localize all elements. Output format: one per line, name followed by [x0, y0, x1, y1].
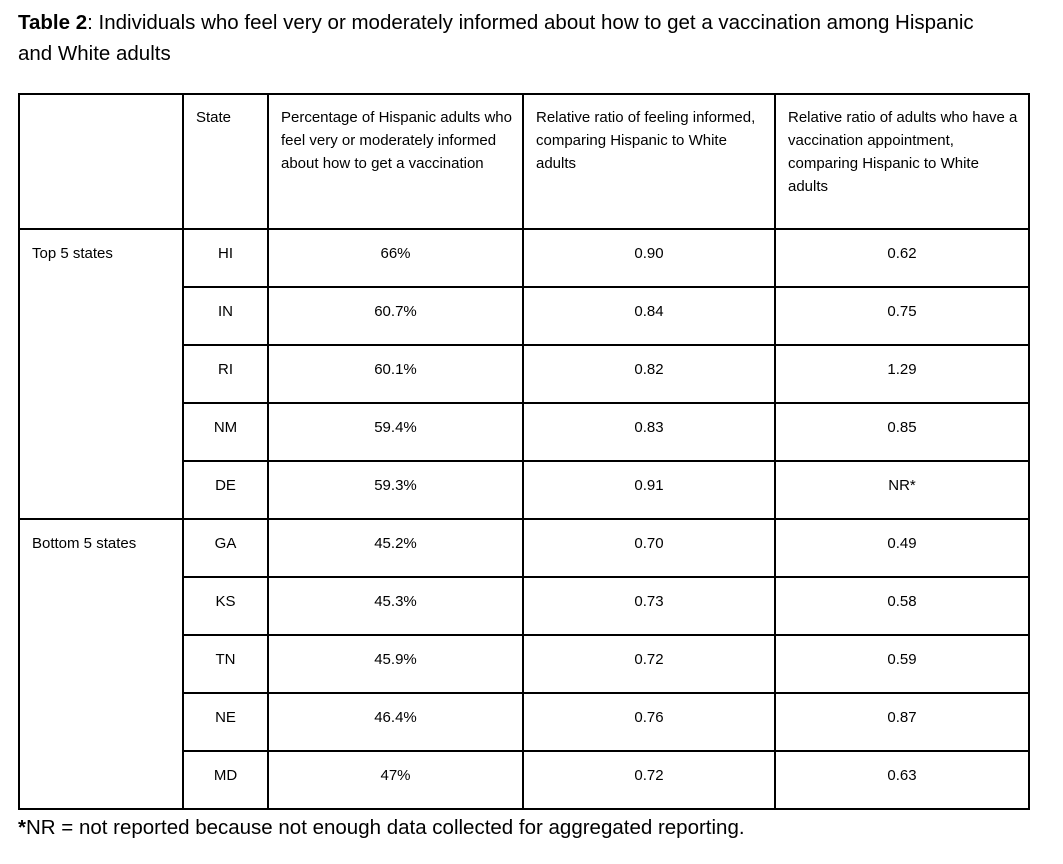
- cell-ratio-appointment: 1.29: [774, 344, 1030, 404]
- cell-percentage: 45.3%: [267, 576, 524, 636]
- group-label-top5: Top 5 states: [18, 228, 184, 520]
- cell-state: GA: [182, 518, 269, 578]
- table-row: NE 46.4% 0.76 0.87: [19, 692, 1030, 752]
- cell-percentage: 47%: [267, 750, 524, 810]
- data-table: State Percentage of Hispanic adults who …: [18, 93, 1030, 810]
- cell-ratio-informed: 0.90: [522, 228, 776, 288]
- cell-state: HI: [182, 228, 269, 288]
- footnote-text: NR = not reported because not enough dat…: [25, 816, 745, 839]
- cell-percentage: 45.2%: [267, 518, 524, 578]
- cell-ratio-appointment: 0.85: [774, 402, 1030, 462]
- cell-state: NM: [182, 402, 269, 462]
- table-row: TN 45.9% 0.72 0.59: [19, 634, 1030, 694]
- cell-state: NE: [182, 692, 269, 752]
- table-row: Bottom 5 states GA 45.2% 0.70 0.49: [18, 518, 1030, 810]
- table-row: MD 47% 0.72 0.63: [19, 750, 1030, 810]
- table-row: RI 60.1% 0.82 1.29: [19, 344, 1030, 404]
- cell-state: IN: [182, 286, 269, 346]
- cell-ratio-informed: 0.72: [522, 634, 776, 694]
- cell-state: TN: [182, 634, 269, 694]
- table-row: KS 45.3% 0.73 0.58: [19, 576, 1030, 636]
- table-title-text: : Individuals who feel very or moderatel…: [18, 11, 974, 65]
- table-title-label: Table 2: [18, 11, 88, 34]
- cell-ratio-appointment: 0.63: [774, 750, 1030, 810]
- cell-percentage: 46.4%: [267, 692, 524, 752]
- cell-percentage: 60.7%: [267, 286, 524, 346]
- cell-ratio-informed: 0.84: [522, 286, 776, 346]
- cell-state: MD: [182, 750, 269, 810]
- cell-state: DE: [182, 460, 269, 520]
- cell-ratio-informed: 0.76: [522, 692, 776, 752]
- cell-ratio-appointment: 0.59: [774, 634, 1030, 694]
- group-label-bottom5: Bottom 5 states: [18, 518, 184, 810]
- cell-ratio-appointment: 0.58: [774, 576, 1030, 636]
- header-percentage-informed: Percentage of Hispanic adults who feel v…: [267, 93, 524, 230]
- cell-ratio-appointment: 0.87: [774, 692, 1030, 752]
- cell-percentage: 60.1%: [267, 344, 524, 404]
- table-row: IN 60.7% 0.84 0.75: [19, 286, 1030, 346]
- cell-ratio-informed: 0.91: [522, 460, 776, 520]
- cell-ratio-informed: 0.70: [522, 518, 776, 578]
- cell-ratio-informed: 0.73: [522, 576, 776, 636]
- header-state: State: [182, 93, 269, 230]
- cell-ratio-informed: 0.72: [522, 750, 776, 810]
- cell-ratio-informed: 0.83: [522, 402, 776, 462]
- cell-percentage: 66%: [267, 228, 524, 288]
- cell-ratio-informed: 0.82: [522, 344, 776, 404]
- table-footnote: *NR = not reported because not enough da…: [0, 810, 1063, 841]
- table-title: Table 2: Individuals who feel very or mo…: [0, 0, 985, 69]
- cell-percentage: 45.9%: [267, 634, 524, 694]
- header-ratio-informed: Relative ratio of feeling informed, comp…: [522, 93, 776, 230]
- header-empty: [18, 93, 184, 230]
- table-row: Top 5 states HI 66% 0.90 0.62: [18, 228, 1030, 520]
- cell-ratio-appointment: 0.62: [774, 228, 1030, 288]
- header-ratio-appointment: Relative ratio of adults who have a vacc…: [774, 93, 1030, 230]
- cell-percentage: 59.4%: [267, 402, 524, 462]
- cell-ratio-appointment: 0.49: [774, 518, 1030, 578]
- table-header-row: State Percentage of Hispanic adults who …: [18, 93, 1030, 230]
- cell-state: RI: [182, 344, 269, 404]
- footnote-marker: *: [18, 816, 26, 839]
- cell-ratio-appointment: NR*: [774, 460, 1030, 520]
- cell-percentage: 59.3%: [267, 460, 524, 520]
- table-row: NM 59.4% 0.83 0.85: [19, 402, 1030, 462]
- cell-ratio-appointment: 0.75: [774, 286, 1030, 346]
- cell-state: KS: [182, 576, 269, 636]
- table-row: DE 59.3% 0.91 NR*: [19, 460, 1030, 520]
